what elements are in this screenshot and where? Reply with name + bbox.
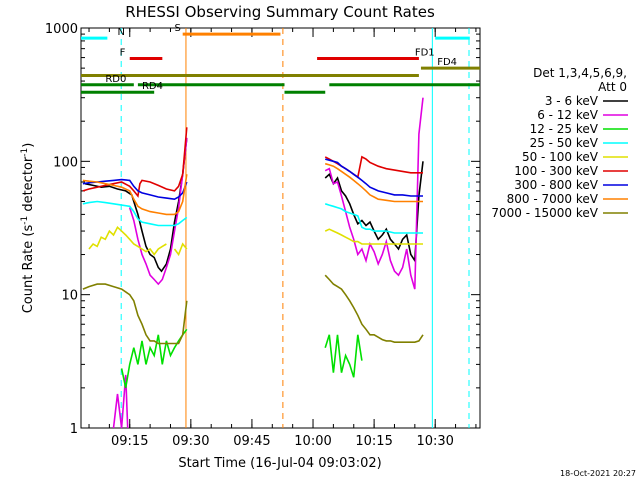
x-tick-label: 09:30: [172, 434, 209, 449]
y-tick-label: 100: [53, 155, 78, 170]
y-axis-label: Count Rate (s-1 detector-1): [20, 143, 36, 314]
x-tick-label: 10:30: [416, 434, 453, 449]
legend-entry-label: 50 - 100 keV: [522, 150, 599, 164]
series-line-1: [128, 137, 188, 286]
series-line-2: [120, 328, 188, 389]
footer-timestamp: 18-Oct-2021 20:27: [560, 469, 636, 478]
x-tick-label: 09:45: [233, 434, 270, 449]
y-tick-label: 1: [70, 422, 78, 437]
series-line-8: [324, 274, 424, 344]
legend-header-detectors: Det 1,3,4,5,6,9,: [533, 66, 627, 80]
legend-entry-label: 3 - 6 keV: [545, 94, 599, 108]
y-axis-label-close: ): [21, 143, 36, 148]
y-axis-label-part1: Count Rate (s: [21, 225, 36, 314]
series-line-5: [82, 127, 188, 198]
series-line-6: [324, 158, 423, 197]
series-line-3: [82, 200, 188, 227]
flag-label: FD1: [415, 48, 435, 59]
y-axis-label-sup2: -1: [20, 148, 30, 157]
series-line-7: [82, 174, 188, 216]
legend-entry-label: 12 - 25 keV: [530, 122, 599, 136]
series-line-0: [84, 137, 188, 273]
y-axis-label-sup1: -1: [20, 216, 30, 225]
legend-entry-label: 800 - 7000 keV: [507, 192, 599, 206]
y-axis-label-part2: detector: [21, 156, 36, 216]
plot-frame: [80, 27, 481, 429]
series-line-4: [173, 242, 188, 257]
series-line-1: [112, 374, 129, 429]
y-tick-label: 1000: [45, 22, 78, 37]
legend-entry-label: 6 - 12 keV: [537, 108, 599, 122]
plot-area: 1 10 100 1000 09:15 09:30 09:45 10:00 10:15 10:30…: [45, 22, 481, 449]
series-line-7: [324, 162, 423, 203]
chart-title: RHESSI Observing Summary Count Rates: [125, 3, 435, 21]
x-axis-label: Start Time (16-Jul-04 09:03:02): [178, 456, 381, 471]
x-tick-label: 10:15: [355, 434, 392, 449]
y-tick-label: 10: [61, 289, 78, 304]
series-line-4: [88, 225, 167, 256]
flag-label: RD4: [142, 81, 163, 92]
series-line-0: [324, 161, 424, 264]
series-line-2: [324, 334, 363, 378]
flag-label: N: [118, 27, 125, 38]
flag-label: FD4: [437, 57, 457, 68]
legend-entry-label: 300 - 800 keV: [514, 178, 598, 192]
flag-label: RD0: [105, 74, 126, 85]
legend-entry-label: 25 - 50 keV: [530, 136, 599, 150]
x-tick-label: 09:15: [111, 434, 148, 449]
legend-entry-label: 7000 - 15000 keV: [491, 206, 598, 220]
series-line-4: [324, 228, 423, 245]
legend-entry-label: 100 - 300 keV: [514, 164, 598, 178]
series-line-1: [324, 97, 424, 290]
series-line-6: [82, 178, 188, 201]
flag-label: S: [175, 23, 181, 34]
series-line-5: [324, 155, 423, 179]
legend-header-attenuator: Att 0: [598, 80, 627, 94]
x-tick-label: 10:00: [294, 434, 331, 449]
flag-label: F: [120, 48, 126, 59]
series-line-3: [324, 203, 423, 234]
series-line-8: [82, 283, 188, 345]
